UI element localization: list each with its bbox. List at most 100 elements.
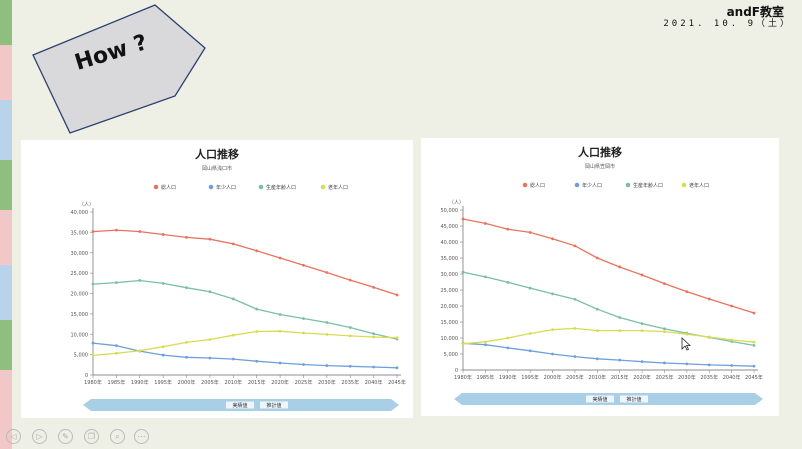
legend-marker: [153, 184, 159, 190]
data-point: [278, 256, 282, 260]
y-tick-label: 25,000: [71, 271, 89, 277]
zoom-icon[interactable]: ⌕: [110, 429, 125, 444]
legend-label: 生産年齢人口: [633, 182, 663, 189]
y-tick-label: 35,000: [441, 256, 459, 262]
data-point: [231, 242, 235, 246]
data-point: [461, 217, 465, 221]
y-tick-label: 35,000: [71, 230, 89, 236]
data-point: [730, 338, 734, 342]
data-point: [395, 293, 399, 297]
data-point: [91, 341, 95, 345]
data-point: [752, 343, 756, 347]
brand-label: andF教室: [726, 5, 784, 19]
data-point: [161, 353, 165, 357]
x-tick-label: 2035年: [700, 374, 718, 381]
data-point: [707, 297, 711, 301]
data-point: [161, 233, 165, 236]
y-tick-label: 45,000: [441, 224, 459, 230]
data-point: [707, 363, 711, 367]
y-tick-label: 10,000: [71, 332, 89, 338]
edge-segment: [0, 160, 12, 210]
data-point: [483, 222, 487, 225]
data-point: [325, 321, 329, 324]
band-label-box: [586, 395, 614, 403]
more-icon[interactable]: ⋯: [134, 429, 149, 444]
chart-left-svg: 総人口 年少人口 生産年齢人口 老年人口 （人） 0 5,000 10,000 15,000 20…: [71, 184, 406, 411]
data-point: [483, 340, 487, 344]
x-tick-label: 2030年: [678, 374, 696, 381]
data-point: [138, 349, 142, 353]
y-tick-label: 10,000: [441, 336, 459, 342]
y-tick-label: 20,000: [441, 304, 459, 310]
x-tick-label: 2000年: [178, 379, 196, 386]
x-tick-label: 2025年: [295, 379, 313, 386]
legend-marker: [208, 184, 214, 190]
data-point: [114, 351, 118, 355]
x-tick-label: 2010年: [224, 379, 242, 386]
how-tag-shape: [32, 4, 206, 134]
legend-label: 総人口: [530, 182, 545, 189]
data-point: [752, 311, 756, 315]
data-point: [91, 282, 95, 286]
data-point: [618, 265, 622, 269]
legend-label: 総人口: [161, 184, 176, 191]
band-actual-label: 実績値: [232, 402, 247, 409]
y-tick-label: 30,000: [71, 251, 89, 257]
y-tick-label: 5,000: [74, 353, 88, 359]
x-tick-label: 1990年: [131, 379, 149, 386]
data-point: [348, 334, 352, 338]
band-actual-label: 実績値: [592, 396, 607, 403]
play-icon[interactable]: ◁: [6, 429, 21, 444]
series-line: [462, 218, 755, 314]
x-tick-label: 1980年: [454, 374, 472, 381]
data-point: [302, 263, 305, 267]
data-point: [752, 340, 756, 344]
pen-icon[interactable]: ✎: [58, 429, 73, 444]
data-point: [348, 326, 352, 329]
y-tick-label: 5,000: [444, 352, 458, 358]
data-point: [325, 364, 329, 367]
series-line: [92, 330, 398, 357]
data-point: [231, 333, 235, 337]
play-icon[interactable]: ▷: [32, 429, 47, 444]
data-point: [138, 279, 142, 282]
x-tick-label: 1985年: [477, 374, 495, 381]
x-tick-label: 2045年: [388, 379, 406, 386]
data-point: [573, 355, 577, 358]
data-point: [91, 230, 95, 233]
x-tick-label: 2040年: [365, 379, 383, 386]
data-point: [483, 275, 487, 279]
x-tick-label: 2010年: [588, 374, 606, 381]
data-point: [752, 364, 756, 368]
x-tick-label: 1995年: [154, 379, 172, 386]
edge-segment: [0, 0, 12, 45]
data-point: [663, 282, 666, 285]
x-tick-label: 2005年: [201, 379, 219, 386]
mouse-cursor-icon: [681, 337, 691, 351]
band-forecast-label: 推計値: [266, 402, 281, 409]
data-point: [663, 361, 666, 365]
y-tick-label: 40,000: [71, 210, 89, 216]
data-point: [506, 346, 510, 350]
data-point: [595, 357, 599, 361]
edge-segment: [0, 320, 12, 370]
chart-right-svg: 総人口 年少人口 生産年齢人口 老年人口 （人） 0 5,000 10,000 15,000 20…: [441, 182, 763, 405]
x-tick-label: 2045年: [745, 374, 763, 381]
data-point: [506, 227, 510, 231]
copy-icon[interactable]: ❐: [84, 429, 99, 444]
x-tick-label: 2005年: [566, 374, 584, 381]
legend-marker: [320, 184, 326, 190]
data-point: [255, 249, 259, 253]
series-line: [92, 279, 398, 340]
data-point: [325, 271, 329, 274]
data-point: [208, 237, 212, 241]
data-point: [640, 273, 644, 277]
data-point: [730, 364, 734, 367]
data-point: [208, 290, 212, 294]
x-tick-label: 2015年: [611, 374, 629, 381]
data-point: [302, 331, 305, 335]
y-tick-label: 30,000: [441, 272, 459, 278]
data-point: [255, 307, 259, 311]
data-point: [551, 237, 554, 241]
x-tick-label: 2000年: [544, 374, 562, 381]
